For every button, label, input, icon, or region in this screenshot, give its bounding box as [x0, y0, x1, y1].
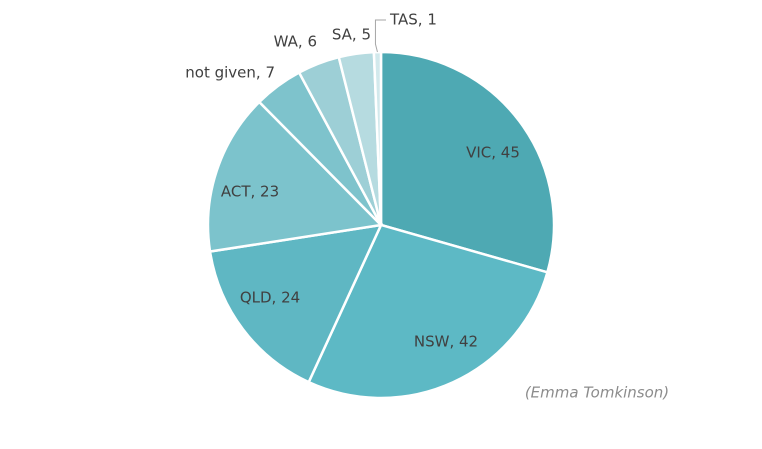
slice: ACT: [206, 100, 384, 253]
leader-line: [374, 19, 386, 53]
source-note: (Emma Tomkinson): [525, 384, 669, 402]
data-label: not given, 7: [185, 64, 275, 82]
slice: NSW: [307, 223, 549, 400]
slice-group: ACT: [206, 100, 384, 253]
data-label: WA, 6: [274, 33, 317, 51]
slice: VIC: [379, 50, 556, 274]
data-label: NSW, 42: [414, 333, 478, 351]
data-label: SA, 5: [332, 26, 371, 44]
data-label: TAS, 1: [389, 11, 437, 29]
slice-group: NSW: [307, 223, 549, 400]
slice: QLD: [208, 223, 384, 384]
slice-group: QLD: [208, 223, 384, 384]
data-label: VIC, 45: [466, 144, 520, 162]
slice-group: VIC: [379, 50, 556, 274]
data-label: ACT, 23: [221, 183, 279, 201]
data-label: QLD, 24: [240, 289, 300, 307]
